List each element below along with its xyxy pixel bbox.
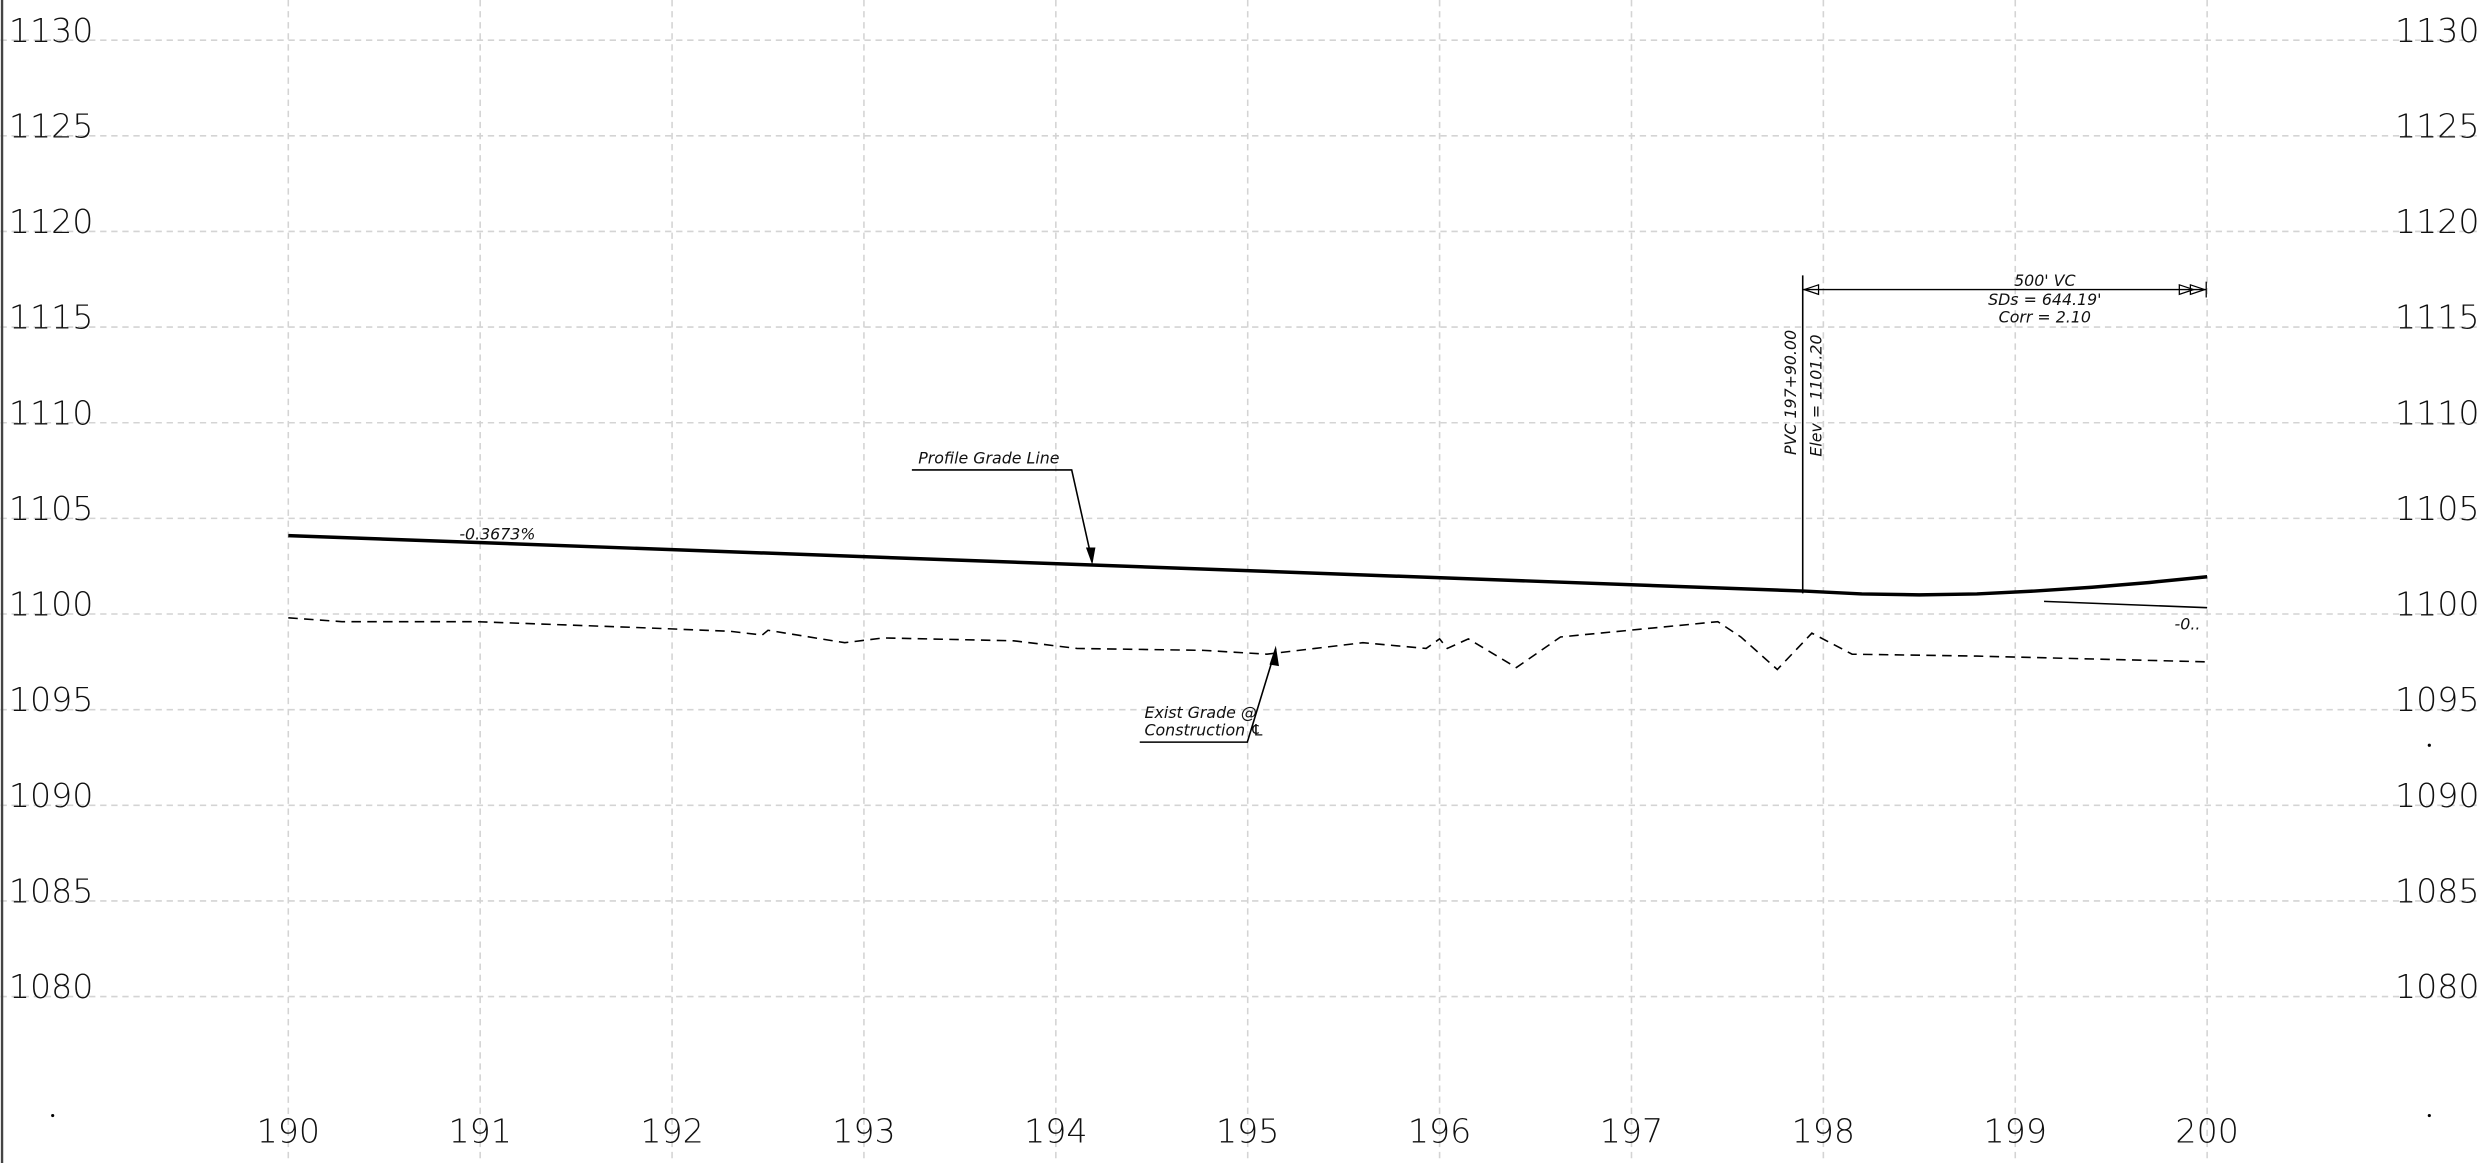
y-tick-label: 1110 [2395,393,2480,432]
y-tick-label: 1125 [9,106,94,145]
y-tick-label: 1090 [9,776,94,815]
dot [2427,743,2431,747]
elev-label: Elev = 1101.20 [1806,334,1825,456]
x-tick-label: 192 [640,1111,703,1150]
x-tick-label: 194 [1024,1111,1087,1150]
data [288,533,2208,671]
x-tick-label: 191 [448,1111,511,1150]
arrowhead [1085,547,1096,565]
y-tick-label: 1105 [9,489,94,528]
series-line [2044,600,2208,609]
leader [911,469,1094,562]
y-tick-label: 1100 [2395,585,2480,624]
x-tick-label: 193 [832,1111,895,1150]
grade-label: -0.3673% [459,524,535,543]
x-tick-label: 195 [1216,1111,1279,1150]
y-tick-label: 1105 [2395,489,2480,528]
x-tick-label: 198 [1792,1111,1855,1150]
y-tick-label: 1085 [2395,872,2480,911]
vc-label: 500' VC [2014,271,2075,290]
y-tick-label: 1090 [2395,776,2480,815]
corr-label: Corr = 2.10 [1999,308,2091,327]
arrowhead [1802,283,1820,296]
y-tick-label: 1115 [2395,298,2480,337]
y-tick-label: 1110 [9,393,94,432]
x-tick-label: 199 [1984,1111,2047,1150]
series-line [288,533,2208,597]
x-tick-label: 196 [1408,1111,1471,1150]
leader [1139,648,1277,743]
sds-label: SDs = 644.19' [1988,290,2101,309]
y-tick-label: 1080 [9,967,94,1006]
arrowhead [2189,283,2207,296]
pvc-label: PVC 197+90.00 [1781,330,1800,455]
y-tick-label: 1130 [2395,11,2480,50]
next-grade-label: -0.. [2175,615,2201,634]
series-label: Profile Grade Line [918,448,1060,467]
y-tick-label: 1120 [9,202,94,241]
ticks: 1080 1080 1085 1085 1090 1090 1095 1095 1100 1100… [9,11,2480,1151]
series-label: Exist Grade @ [1144,703,1256,722]
dot [51,1113,55,1118]
y-tick-label: 1080 [2395,967,2480,1006]
arrowhead [2178,283,2196,296]
y-tick-label: 1115 [9,298,94,337]
dot [2427,1113,2431,1118]
y-tick-label: 1130 [9,11,94,50]
x-tick-label: 190 [257,1111,320,1150]
y-tick-label: 1085 [9,872,94,911]
series-label: Construction ℄ [1144,721,1264,740]
arrowhead [1269,645,1279,667]
y-tick-label: 1125 [2395,106,2480,145]
y-tick-label: 1095 [9,680,94,719]
x-tick-label: 200 [2175,1111,2238,1150]
x-tick-label: 197 [1600,1111,1663,1150]
y-tick-label: 1120 [2395,202,2480,241]
y-tick-label: 1095 [2395,680,2480,719]
y-tick-label: 1100 [9,585,94,624]
